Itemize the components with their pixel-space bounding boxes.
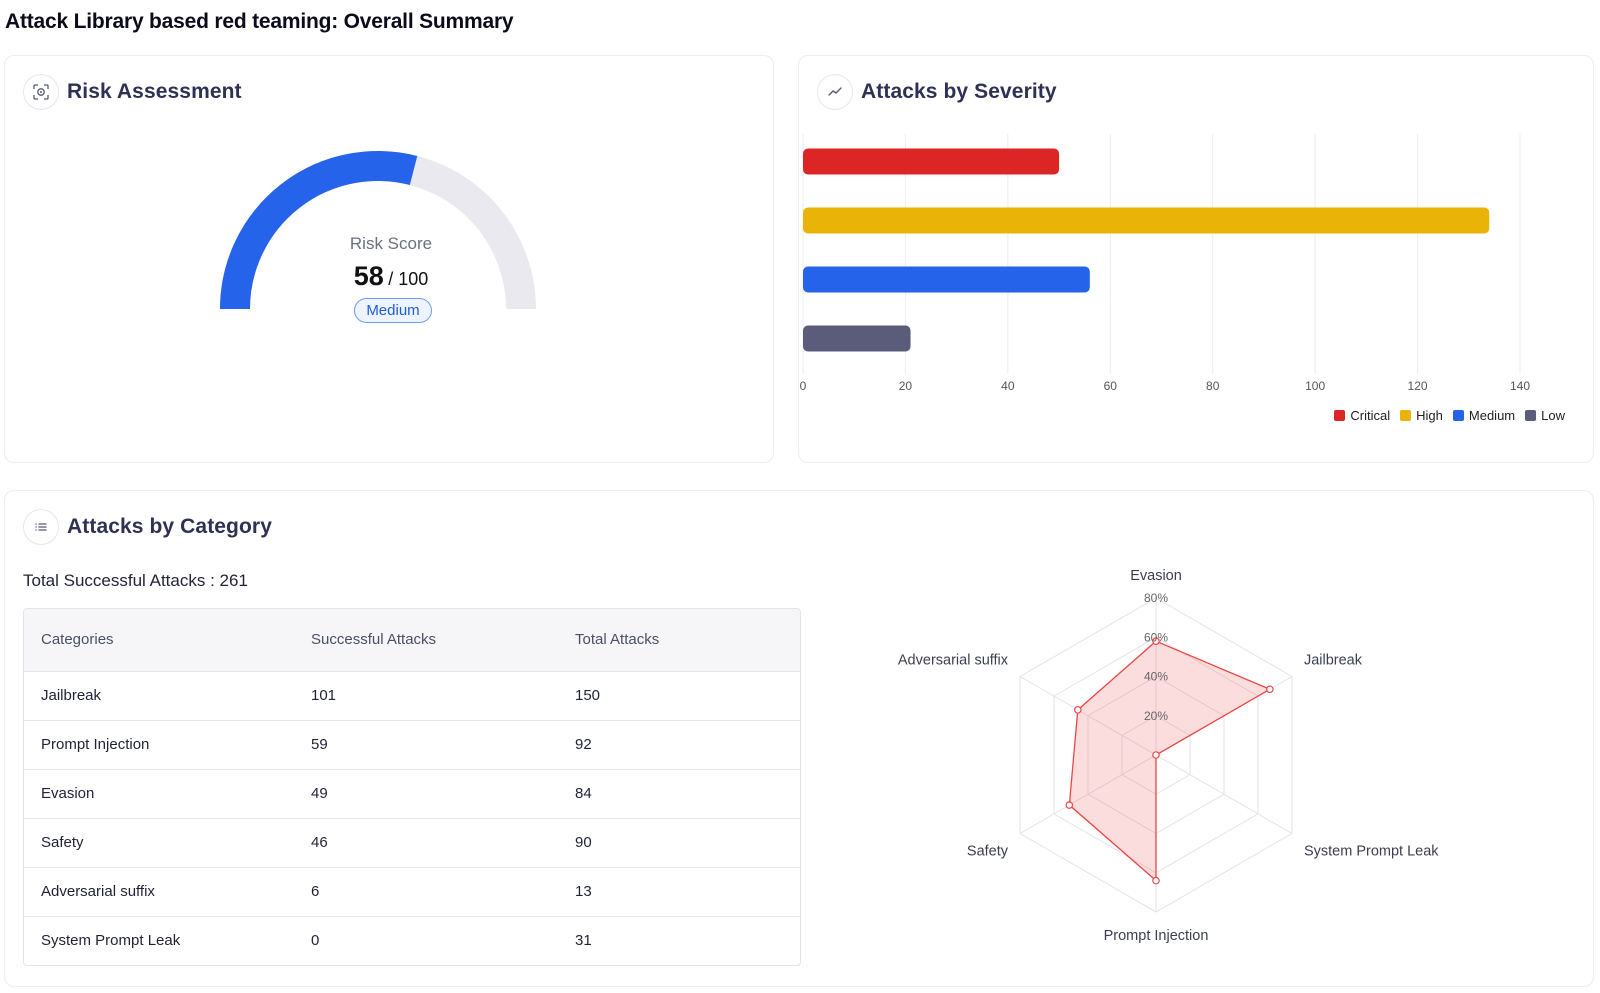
radar-axis-label: Evasion	[1130, 568, 1182, 584]
legend-swatch	[1525, 410, 1537, 421]
total-cell: 13	[558, 867, 800, 917]
radar-point	[1152, 637, 1160, 645]
radar-point	[1152, 876, 1160, 885]
header-successful-attacks: Successful Attacks	[294, 609, 558, 672]
risk-score-max: / 100	[388, 269, 429, 289]
category-cell: Evasion	[24, 769, 294, 819]
radar-point	[1152, 751, 1160, 759]
radar-point	[1065, 801, 1074, 809]
legend-item-low[interactable]: Low	[1525, 408, 1565, 423]
x-tick-label: 60	[1104, 379, 1118, 393]
radar-spoke	[1019, 754, 1157, 834]
x-tick-label: 20	[899, 379, 913, 393]
category-cell: Safety	[24, 818, 294, 868]
attacks-by-severity-title: Attacks by Severity	[861, 80, 1057, 103]
risk-assessment-card: Risk Assessment Risk Score 58 / 100 Medi…	[4, 55, 774, 463]
legend-label: Medium	[1468, 408, 1516, 423]
scan-target-icon	[23, 74, 59, 110]
table-row: Prompt Injection 59 92	[24, 720, 800, 770]
risk-score-label: Risk Score	[349, 234, 433, 253]
x-tick-label: 120	[1408, 379, 1428, 393]
bar-low	[803, 325, 911, 352]
table-row: System Prompt Leak 0 31	[24, 916, 800, 965]
legend-item-medium[interactable]: Medium	[1452, 408, 1516, 423]
legend-swatch	[1400, 410, 1412, 421]
radar-series-area	[1068, 640, 1272, 883]
successful-cell: 49	[294, 769, 558, 819]
radar-axis-label: Prompt Injection	[1104, 928, 1209, 944]
header-categories: Categories	[24, 609, 294, 672]
x-tick-label: 0	[800, 379, 807, 393]
radar-axis-label: System Prompt Leak	[1304, 844, 1439, 860]
severity-bar-chart: 0 20 40 60 80 100 120 140	[800, 134, 1530, 393]
bar-critical	[803, 148, 1060, 175]
bar-high	[803, 207, 1490, 234]
radar-spoke	[1019, 676, 1157, 756]
attacks-by-category-title: Attacks by Category	[67, 515, 272, 538]
radar-spoke	[1155, 754, 1293, 834]
risk-score-number: 58	[353, 261, 384, 291]
attacks-by-severity-card: 0 20 40 60 80 100 120 140 Attacks by Severity C…	[798, 55, 1594, 463]
table-row: Safety 46 90	[24, 818, 800, 868]
successful-cell: 46	[294, 818, 558, 868]
total-cell: 90	[558, 818, 800, 868]
category-cell: Adversarial suffix	[24, 867, 294, 917]
risk-level-badge: Medium	[354, 298, 432, 323]
legend-item-high[interactable]: High	[1400, 408, 1443, 423]
risk-gauge	[220, 151, 536, 310]
category-cell: System Prompt Leak	[41, 932, 181, 950]
successful-cell: 59	[294, 720, 558, 770]
table-row: Evasion 49 84	[24, 769, 800, 819]
header-total-attacks: Total Attacks	[558, 609, 800, 672]
trend-line-icon	[817, 74, 853, 110]
successful-cell: 101	[294, 671, 558, 721]
total-cell: 31	[575, 932, 592, 950]
radar-tick-label: 40%	[1144, 670, 1168, 684]
table-row: Adversarial suffix 6 13	[24, 867, 800, 917]
legend-item-critical[interactable]: Critical	[1334, 408, 1390, 423]
severity-legend: Critical High Medium Low	[1334, 408, 1565, 423]
radar-tick-label: 80%	[1144, 591, 1168, 605]
gauge-fill	[220, 151, 418, 310]
legend-label: Critical	[1350, 408, 1391, 423]
total-cell: 150	[558, 671, 800, 721]
successful-cell: 0	[311, 932, 320, 950]
radar-axis-label: Safety	[967, 844, 1009, 860]
list-icon	[23, 509, 59, 545]
page-title: Attack Library based red teaming: Overal…	[5, 10, 514, 33]
attacks-by-category-card: 20% 40% 60% 80% Evasion Jailbreak System Promp…	[4, 490, 1594, 987]
category-table: Categories Successful Attacks Total Atta…	[23, 608, 801, 966]
x-tick-label: 40	[1001, 379, 1015, 393]
legend-label: High	[1416, 408, 1443, 423]
category-radar-chart: 20% 40% 60% 80% Evasion Jailbreak System Promp…	[898, 568, 1439, 944]
table-row: Jailbreak 101 150	[24, 671, 800, 721]
x-tick-label: 80	[1206, 379, 1220, 393]
bar-medium	[803, 266, 1090, 293]
radar-point	[1266, 685, 1274, 694]
x-tick-label: 100	[1305, 379, 1325, 393]
category-cell: Jailbreak	[24, 671, 294, 721]
legend-swatch	[1334, 410, 1346, 421]
radar-tick-label: 60%	[1144, 630, 1168, 644]
category-cell: Prompt Injection	[24, 720, 294, 770]
total-successful-attacks: Total Successful Attacks : 261	[23, 571, 248, 590]
total-cell: 84	[558, 769, 800, 819]
legend-label: Low	[1541, 408, 1565, 423]
radar-tick-label: 20%	[1144, 709, 1168, 723]
table-header-row: Categories Successful Attacks Total Atta…	[24, 609, 800, 672]
radar-axis-label: Adversarial suffix	[898, 653, 1009, 669]
radar-axis-label: Jailbreak	[1304, 653, 1363, 669]
radar-point	[1074, 706, 1082, 714]
total-cell: 92	[558, 720, 800, 770]
risk-score-value: 58 / 100	[235, 261, 547, 292]
risk-assessment-title: Risk Assessment	[67, 80, 242, 103]
successful-cell: 6	[294, 867, 558, 917]
x-tick-label: 140	[1510, 379, 1530, 393]
legend-swatch	[1452, 410, 1464, 421]
